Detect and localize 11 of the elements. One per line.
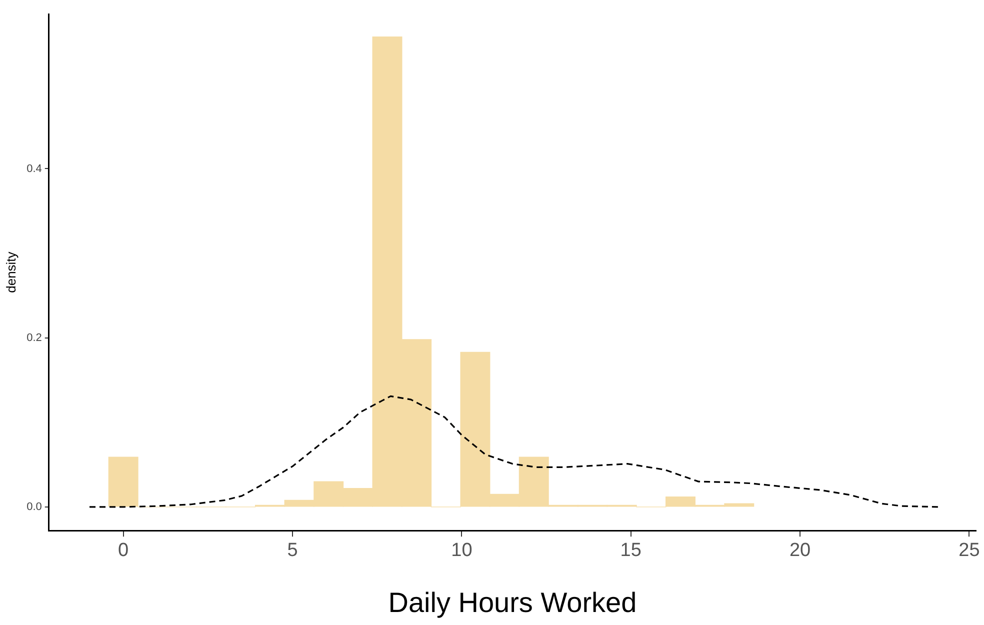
x-tick-label: 20 bbox=[789, 540, 811, 562]
x-tick-label: 25 bbox=[958, 540, 980, 562]
y-axis-title: density bbox=[3, 251, 18, 293]
x-axis-title: Daily Hours Worked bbox=[388, 586, 637, 618]
x-tick-label: 0 bbox=[118, 540, 129, 562]
x-tick-label: 5 bbox=[287, 540, 298, 562]
y-tick-label: 0.4 bbox=[26, 162, 42, 175]
y-tick-label: 0.2 bbox=[26, 332, 42, 344]
y-tick-label: 0.0 bbox=[26, 500, 42, 513]
x-tick-label: 15 bbox=[620, 540, 642, 562]
x-tick-label: 10 bbox=[451, 540, 472, 562]
